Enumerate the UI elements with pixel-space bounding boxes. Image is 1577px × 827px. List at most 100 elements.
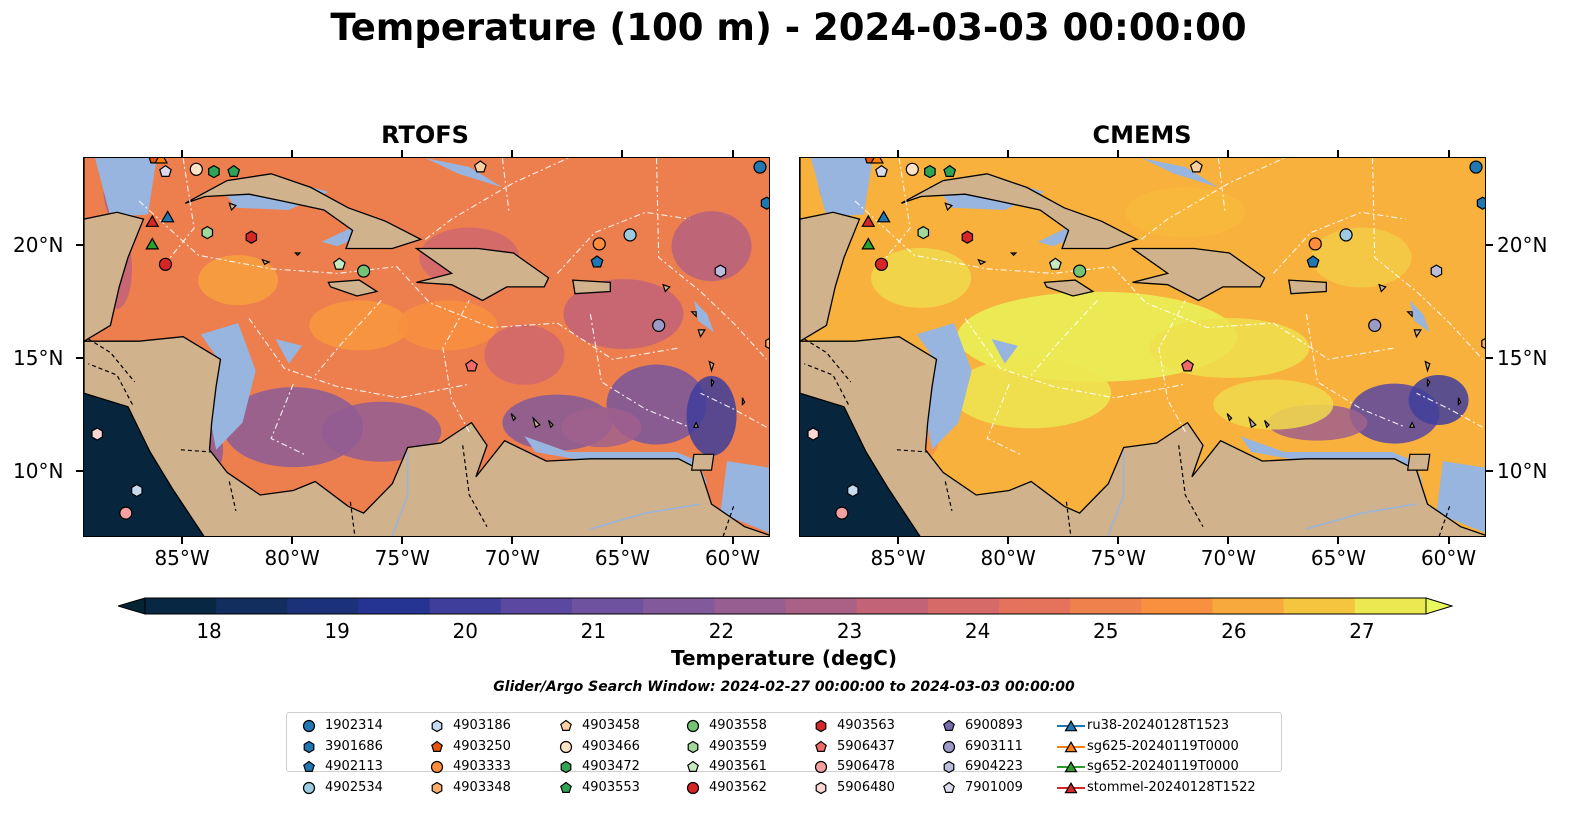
triangle-marker-icon: [1057, 740, 1085, 752]
pentagon-marker-icon: [431, 740, 443, 752]
eez-boundary: [854, 200, 1395, 360]
lat-tick: [1486, 357, 1493, 360]
land-island: [1406, 311, 1413, 318]
circle-marker-icon: [686, 781, 700, 794]
lon-tick: [181, 537, 184, 544]
triangle-marker-icon: [1057, 781, 1085, 793]
land-island: [532, 416, 541, 429]
float-marker: [131, 483, 143, 498]
colorbar-tick-label: 20: [452, 619, 478, 643]
shelf-area: [693, 300, 714, 333]
circle-marker-icon: [942, 740, 956, 753]
lon-label: 85°W: [870, 546, 926, 570]
circle-marker-icon: [430, 760, 444, 774]
eez-boundary: [138, 200, 679, 360]
eez-boundary: [700, 392, 767, 428]
legend-label: 7901009: [965, 779, 1023, 795]
pentagon-marker-icon: [560, 719, 572, 731]
float-marker: [905, 162, 919, 176]
colorbar-bin: [643, 598, 715, 614]
country-border: [944, 481, 953, 512]
pacific-ocean: [84, 393, 204, 536]
river: [1107, 452, 1125, 536]
country-border: [1438, 506, 1451, 536]
float-marker: [961, 230, 974, 244]
colorbar-bin: [785, 598, 858, 614]
colorbar-bin: [1141, 598, 1214, 614]
lon-tick: [731, 537, 734, 544]
float-marker: [245, 230, 258, 244]
float-marker: [1476, 196, 1485, 210]
legend-label: stommel-20240128T1522: [1087, 779, 1256, 795]
eez-boundary: [1030, 300, 1098, 376]
shelf-area: [425, 158, 503, 188]
lat-tick: [76, 470, 83, 473]
land-island: [944, 202, 953, 212]
lat-tick: [76, 244, 83, 247]
eez-boundary: [1371, 158, 1484, 360]
circle-marker-icon: [559, 740, 573, 753]
temperature-anomaly: [223, 387, 364, 468]
lat-tick: [1486, 470, 1493, 473]
eez-boundary: [248, 318, 470, 399]
eez-boundary: [442, 300, 470, 432]
land-island: [1009, 252, 1018, 257]
land-island: [1424, 360, 1431, 373]
colorbar-tick-label: 26: [1221, 619, 1247, 643]
lon-tick: [401, 150, 404, 157]
float-marker: [835, 506, 849, 520]
float-marker: [870, 158, 885, 164]
lon-tick: [621, 537, 624, 544]
country-border: [228, 481, 237, 512]
land-island: [1226, 413, 1233, 422]
lat-tick: [1486, 244, 1493, 247]
legend-label: 4903553: [582, 779, 640, 795]
river: [590, 503, 701, 530]
lon-tick: [1007, 537, 1010, 544]
shelf-area: [200, 323, 256, 450]
eez-boundary: [1416, 392, 1483, 428]
land-island: [977, 258, 987, 266]
eez-boundary: [986, 383, 1021, 455]
lon-label: 60°W: [1420, 546, 1477, 570]
shelf-area: [811, 158, 873, 217]
legend-label: 4903561: [709, 759, 767, 774]
lat-label-left: 15°N: [13, 346, 64, 371]
search-window-text: Glider/Argo Search Window: 2024-02-27 00…: [493, 679, 1075, 695]
temperature-anomaly: [1125, 187, 1246, 238]
land-central: [800, 336, 1485, 536]
colorbar-bin: [1212, 598, 1285, 614]
colorbar: [118, 597, 1453, 615]
lon-tick: [401, 537, 404, 544]
temperature-anomaly: [198, 255, 279, 306]
colorbar-bin: [287, 598, 360, 614]
colorbar-bin: [429, 598, 502, 614]
land-island: [710, 378, 715, 387]
float-marker: [623, 228, 637, 242]
land-yucatan: [84, 158, 145, 342]
hexagon-marker-icon: [431, 719, 443, 733]
float-marker: [1430, 264, 1443, 278]
float-marker: [590, 255, 604, 268]
colorbar-bin: [1354, 598, 1427, 614]
hexagon-marker-icon: [815, 781, 827, 794]
temperature-anomaly: [484, 324, 565, 385]
float-marker: [159, 164, 172, 177]
country-border: [804, 338, 852, 383]
float-marker: [652, 318, 666, 332]
lat-label-left: 20°N: [13, 233, 64, 258]
pentagon-marker-icon: [943, 781, 955, 793]
float-marker: [1368, 318, 1382, 332]
land-puertoRico: [572, 279, 611, 295]
temperature-anomaly: [309, 300, 410, 351]
lon-tick: [1447, 537, 1450, 544]
eez-boundary: [160, 158, 195, 270]
float-marker: [592, 237, 606, 251]
lon-tick: [1447, 150, 1450, 157]
legend-label: 5906480: [837, 779, 895, 795]
float-marker: [874, 257, 889, 271]
triangle-marker-icon: [1057, 720, 1085, 732]
float-marker: [189, 162, 203, 176]
legend-label: 6903111: [965, 738, 1023, 754]
legend-label: 1902314: [325, 718, 383, 733]
